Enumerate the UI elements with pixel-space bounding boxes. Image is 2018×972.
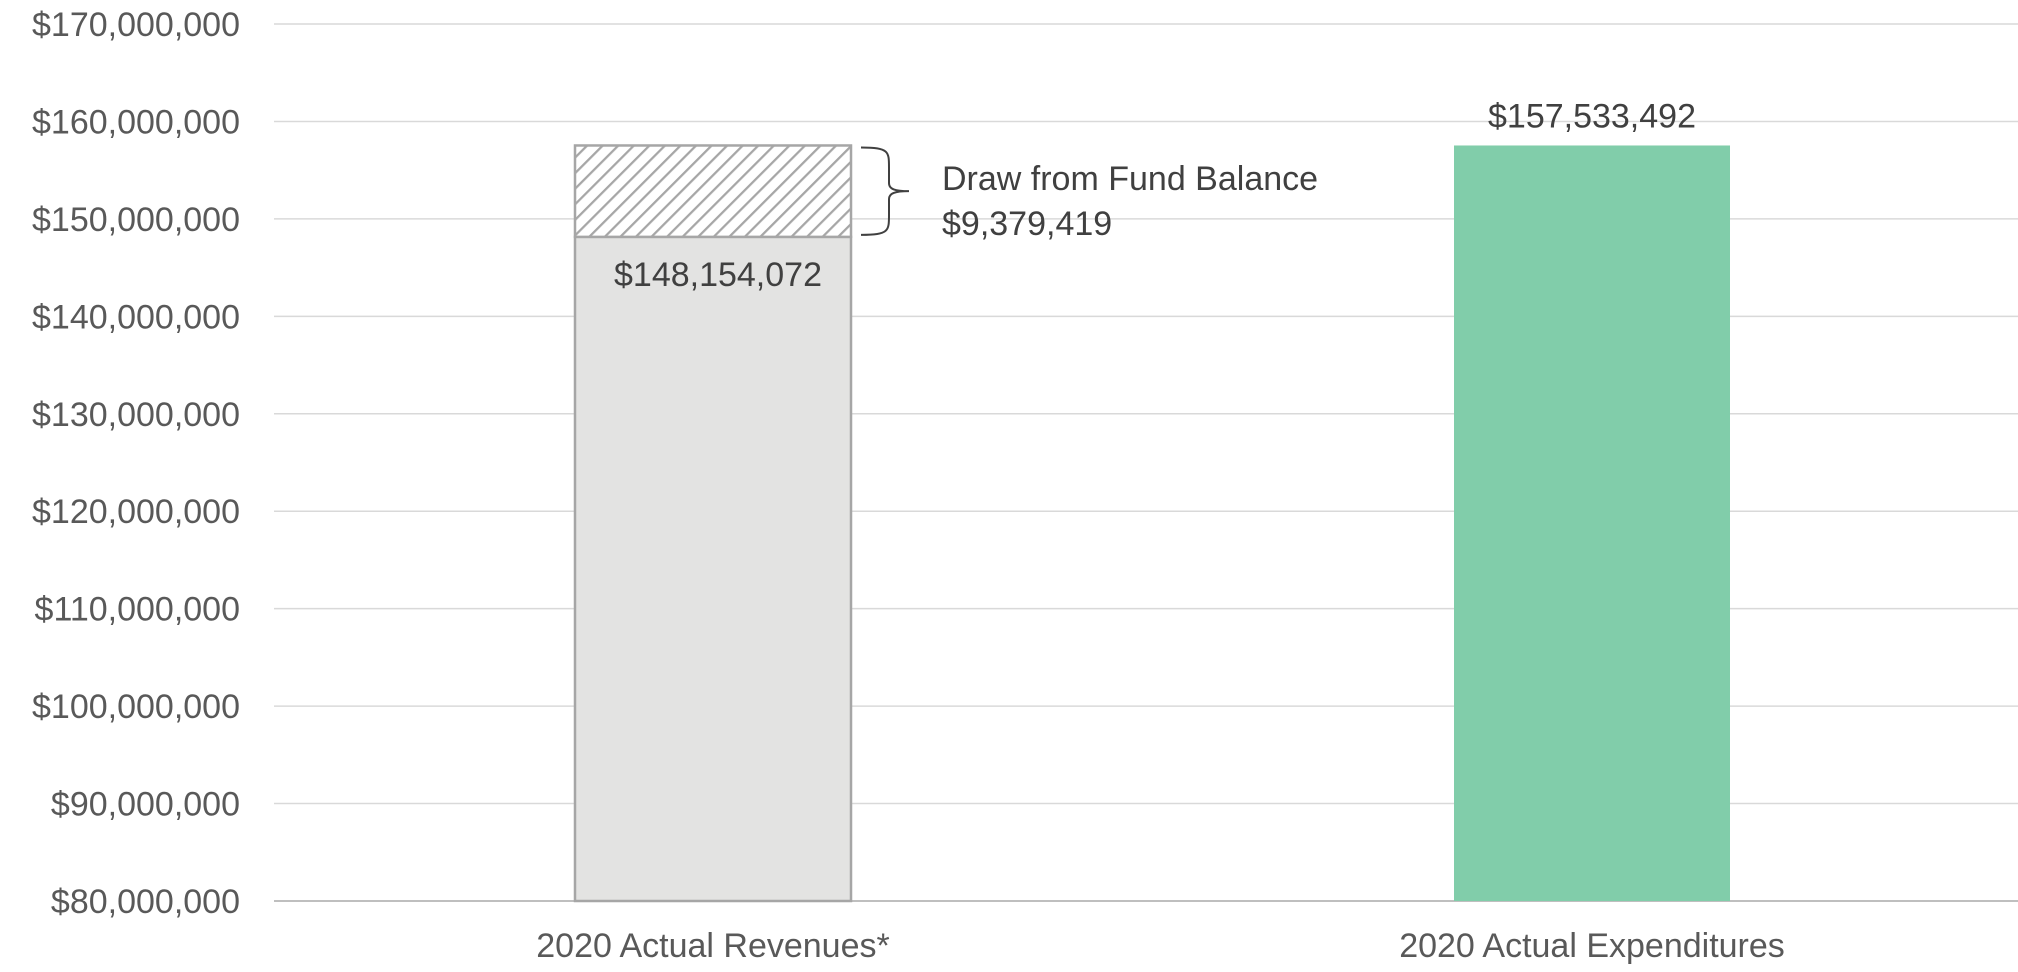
revenues-data-label: $148,154,072	[614, 256, 822, 294]
bars	[573, 144, 1730, 903]
y-tick-label: $120,000,000	[32, 493, 240, 531]
expenditures-bar	[1454, 145, 1730, 901]
expenditures-data-label: $157,533,492	[1488, 97, 1696, 135]
fund-balance-draw-segment	[573, 144, 853, 239]
fund-balance-annotation: Draw from Fund Balance $9,379,419	[860, 146, 1318, 243]
y-tick-label: $130,000,000	[32, 396, 240, 434]
y-tick-label: $110,000,000	[35, 591, 240, 629]
annotation-value: $9,379,419	[942, 205, 1112, 243]
x-tick-label: 2020 Actual Expenditures	[1399, 927, 1785, 965]
data-labels: $148,154,072 $157,533,492	[614, 97, 1696, 293]
annotation-text: Draw from Fund Balance	[942, 160, 1318, 198]
curly-brace-icon	[860, 146, 910, 236]
y-axis-tick-labels: $80,000,000 $90,000,000 $100,000,000 $110,0…	[32, 6, 240, 921]
y-tick-label: $100,000,000	[32, 688, 240, 726]
y-tick-label: $150,000,000	[32, 201, 240, 239]
x-axis-tick-labels: 2020 Actual Revenues* 2020 Actual Expendi…	[536, 927, 1785, 965]
y-tick-label: $90,000,000	[51, 786, 240, 824]
revenues-bar	[573, 235, 853, 903]
y-tick-label: $140,000,000	[32, 298, 240, 336]
x-tick-label: 2020 Actual Revenues*	[536, 927, 889, 965]
y-tick-label: $170,000,000	[32, 6, 240, 44]
y-tick-label: $80,000,000	[51, 883, 240, 921]
y-tick-label: $160,000,000	[32, 103, 240, 141]
gridlines	[274, 23, 2018, 902]
